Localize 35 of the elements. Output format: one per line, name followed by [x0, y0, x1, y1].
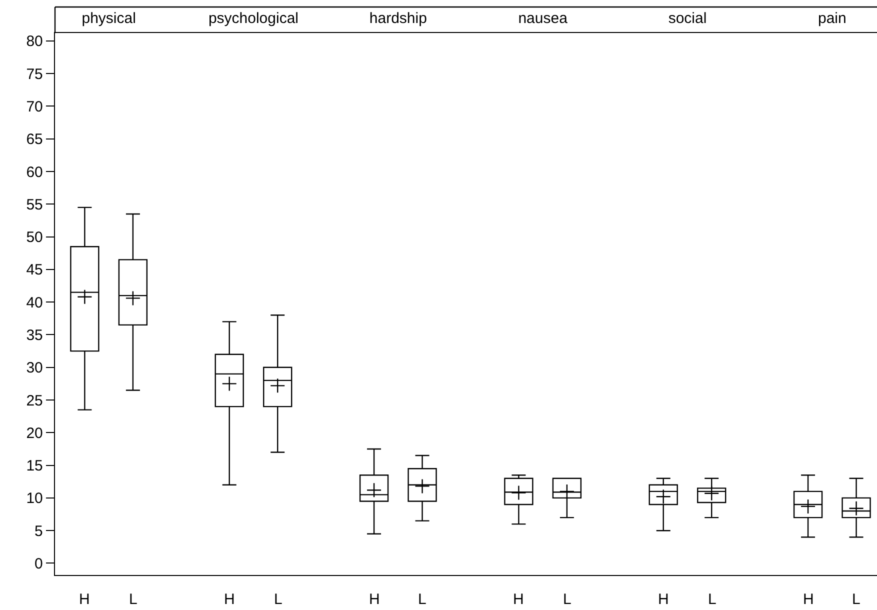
y-tick-label: 15: [26, 458, 43, 475]
text: L: [852, 591, 860, 608]
text: H: [513, 591, 524, 608]
y-tick-label: 25: [26, 392, 43, 410]
y-tick-label: 55: [26, 196, 43, 214]
x-tick-label: physical: [82, 10, 136, 28]
text: H: [79, 591, 90, 608]
y-tick-label: 30: [26, 360, 43, 377]
y-tick-label: 75: [26, 66, 43, 83]
y-tick-label: 5: [34, 522, 43, 540]
x-tick-label: social: [668, 10, 707, 28]
text: L: [274, 591, 282, 608]
y-tick-label: 20: [26, 424, 43, 442]
y-tick-label: 50: [26, 229, 43, 246]
y-tick-label: 65: [26, 131, 43, 148]
text: H: [803, 591, 814, 608]
y-tick-label: 45: [26, 262, 43, 279]
text: H: [224, 591, 235, 608]
x-tick-label: nausea: [518, 10, 568, 28]
text: H: [658, 591, 669, 608]
y-tick-label: 35: [26, 327, 43, 344]
y-tick-label: 70: [26, 98, 43, 116]
text: L: [418, 591, 426, 608]
text: L: [563, 591, 572, 608]
y-tick-label: 10: [26, 490, 43, 508]
y-tick-label: 60: [26, 164, 43, 181]
text: L: [129, 591, 138, 608]
text: H: [369, 591, 380, 608]
x-tick-label: hardship: [369, 10, 427, 28]
text: L: [708, 591, 716, 608]
x-tick-label: psychological: [208, 10, 299, 28]
y-tick-label: 40: [26, 294, 43, 312]
y-tick-label: 0: [34, 556, 43, 572]
x-tick-label: pain: [818, 10, 846, 28]
y-tick-label: 80: [26, 33, 43, 50]
